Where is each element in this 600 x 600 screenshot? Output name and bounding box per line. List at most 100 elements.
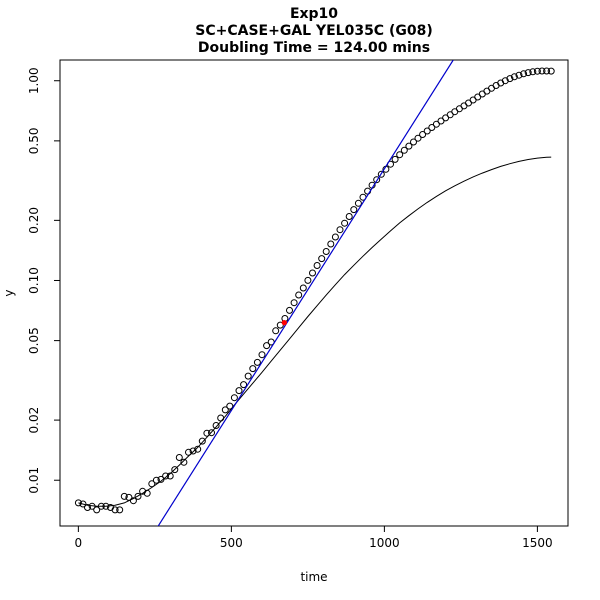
data-point: [189, 447, 197, 455]
data-point: [345, 213, 353, 220]
chart-title-line-1: Exp10: [290, 6, 338, 22]
data-point: [313, 262, 321, 269]
data-point: [88, 502, 96, 510]
data-point: [116, 506, 124, 514]
x-tick-label: 0: [75, 536, 83, 550]
data-point: [217, 414, 225, 422]
data-point: [538, 67, 546, 75]
fit-line-layer: [157, 60, 454, 526]
data-point: [304, 276, 312, 284]
y-tick-label: 0.02: [27, 407, 41, 434]
x-tick-label: 1500: [522, 536, 553, 550]
x-tick-label: 500: [220, 536, 243, 550]
data-point: [93, 506, 101, 514]
data-point: [510, 73, 518, 81]
data-point: [180, 458, 188, 466]
data-point: [410, 138, 417, 146]
data-point: [125, 493, 133, 501]
data-point: [428, 124, 436, 131]
plot-frame: [59, 59, 569, 527]
data-point: [272, 327, 280, 335]
data-point: [423, 127, 431, 135]
marker-layer: [281, 319, 288, 326]
data-point: [286, 306, 293, 314]
data-point: [547, 67, 555, 75]
data-point: [198, 437, 206, 445]
data-point: [148, 480, 156, 488]
y-axis: 0.01 0.02 0.05 0.10 0.20 0.50 1.00: [27, 67, 60, 494]
data-point: [152, 476, 160, 484]
y-tick-label: 1.00: [27, 67, 41, 94]
data-point: [543, 67, 551, 75]
chart-title-line-3: Doubling Time = 124.00 mins: [198, 40, 430, 56]
data-point: [143, 489, 151, 497]
data-point: [350, 206, 358, 214]
data-point: [84, 504, 91, 511]
data-point: [258, 351, 266, 359]
data-point: [336, 226, 344, 234]
data-point: [249, 365, 257, 373]
data-point: [166, 472, 174, 480]
data-point: [253, 358, 261, 366]
data-point: [102, 502, 110, 510]
data-point: [134, 492, 142, 500]
data-point: [185, 448, 192, 456]
y-axis-label: y: [2, 289, 16, 296]
smooth-curve: [78, 156, 552, 507]
data-point: [194, 445, 202, 453]
data-point: [175, 454, 183, 461]
data-point: [299, 284, 307, 292]
data-point: [419, 131, 427, 138]
data-point: [221, 406, 229, 414]
data-point: [263, 342, 271, 350]
data-point: [235, 387, 243, 395]
data-point: [79, 500, 87, 508]
data-point: [506, 75, 514, 83]
data-point: [341, 219, 349, 227]
x-axis-label: time: [300, 570, 327, 584]
data-point: [524, 69, 532, 77]
y-tick-label: 0.05: [27, 327, 41, 354]
data-point: [354, 199, 362, 207]
x-tick-label: 1000: [369, 536, 400, 550]
data-point: [373, 176, 381, 184]
data-point: [515, 71, 523, 79]
data-point: [391, 155, 399, 163]
x-axis: 0 500 1000 1500: [75, 526, 553, 550]
data-point: [309, 269, 316, 277]
data-point: [171, 466, 179, 474]
data-point: [295, 291, 303, 299]
data-point: [318, 255, 326, 263]
data-point: [162, 472, 170, 480]
smooth-curve-layer: [78, 156, 552, 507]
data-point: [139, 487, 147, 495]
data-point: [396, 151, 404, 159]
data-point: [208, 429, 215, 437]
data-point: [327, 240, 335, 248]
data-point: [212, 422, 220, 429]
data-point: [322, 248, 330, 255]
data-point: [244, 372, 252, 380]
data-point: [529, 68, 537, 76]
data-point: [400, 146, 408, 154]
chart-title-line-2: SC+CASE+GAL YEL035C (G08): [195, 23, 432, 39]
data-point: [432, 120, 440, 128]
data-point: [230, 394, 238, 402]
data-point: [520, 70, 528, 78]
y-tick-label: 0.10: [27, 267, 41, 294]
data-point: [97, 502, 105, 510]
data-point: [405, 142, 413, 150]
data-points-layer: [74, 67, 555, 514]
data-point: [290, 299, 298, 307]
fit-line: [157, 60, 454, 526]
fit-point-marker: [281, 319, 288, 326]
data-point: [226, 402, 234, 410]
data-point: [157, 475, 165, 483]
data-point: [377, 170, 385, 178]
data-point: [331, 233, 339, 241]
data-point: [414, 134, 422, 142]
data-point: [129, 497, 137, 505]
data-point: [533, 67, 541, 75]
data-point: [74, 499, 82, 507]
